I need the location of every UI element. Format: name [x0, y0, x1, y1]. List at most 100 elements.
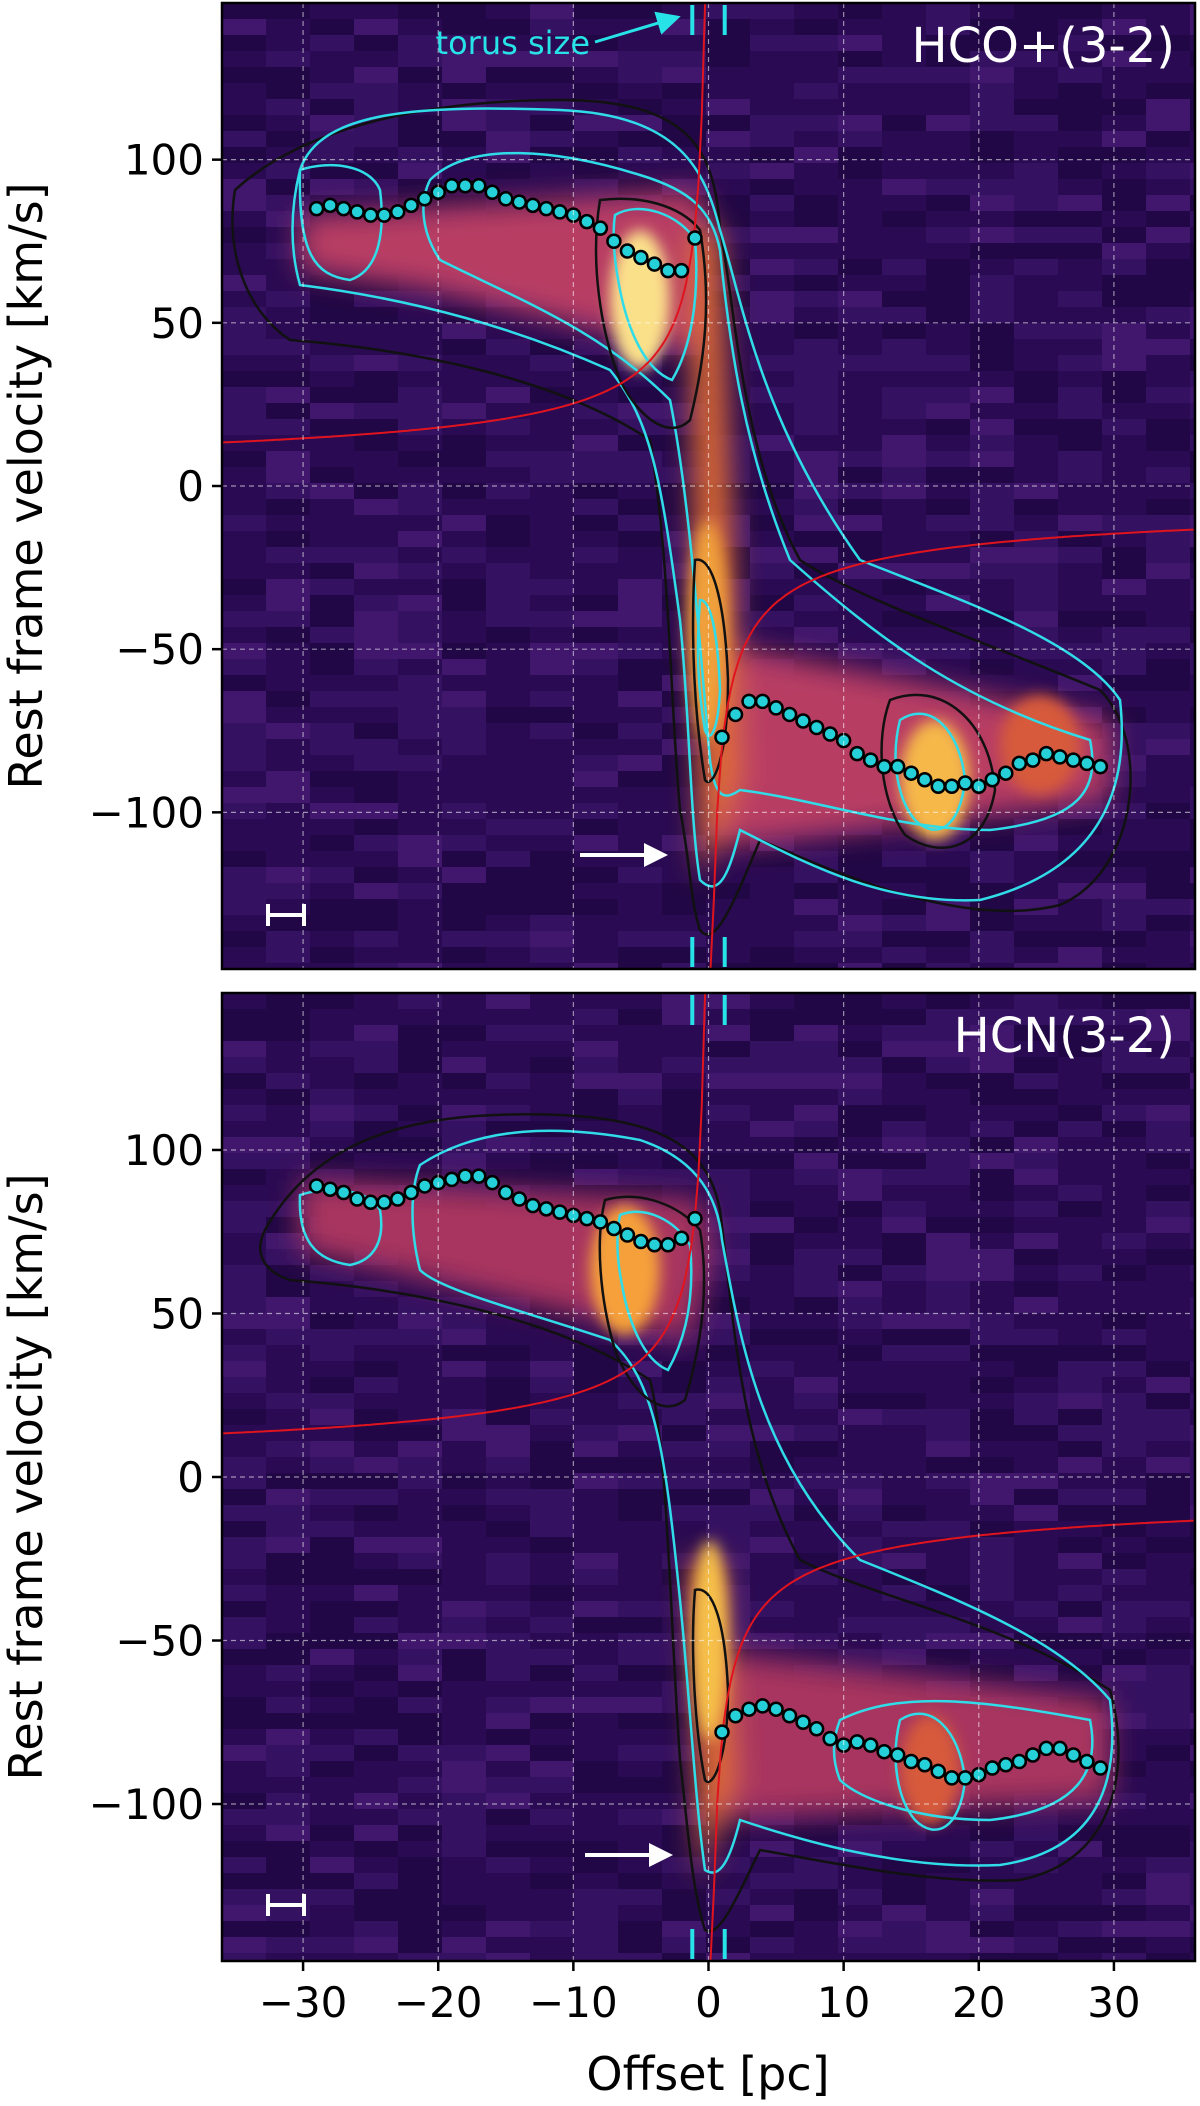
noise-cell — [310, 1889, 354, 1905]
data-point — [876, 758, 892, 775]
noise-cell — [266, 51, 310, 67]
noise-cell — [1014, 1425, 1058, 1441]
noise-cell — [354, 1121, 398, 1137]
noise-cell — [926, 307, 970, 323]
noise-cell — [794, 195, 838, 211]
noise-cell — [1058, 1537, 1102, 1553]
noise-cell — [530, 1585, 574, 1601]
noise-cell — [574, 163, 618, 179]
noise-cell — [310, 835, 354, 851]
noise-cell — [662, 1089, 706, 1105]
noise-cell — [926, 1233, 970, 1249]
noise-cell — [1146, 291, 1190, 307]
noise-cell — [750, 1073, 794, 1089]
noise-cell — [1014, 1153, 1058, 1169]
noise-cell — [1058, 1409, 1102, 1425]
noise-cell — [486, 115, 530, 131]
data-point — [457, 178, 473, 194]
noise-cell — [530, 1745, 574, 1761]
noise-cell — [750, 1025, 794, 1041]
noise-cell — [750, 1361, 794, 1377]
noise-cell — [794, 355, 838, 371]
noise-cell — [486, 483, 530, 499]
noise-cell — [1102, 1121, 1146, 1137]
data-point — [633, 249, 649, 266]
noise-cell — [1102, 915, 1146, 931]
noise-cell — [1146, 627, 1190, 643]
noise-cell — [310, 659, 354, 675]
noise-cell — [530, 1409, 574, 1425]
noise-cell — [398, 1313, 442, 1329]
noise-cell — [530, 723, 574, 739]
noise-cell — [442, 1345, 486, 1361]
noise-cell — [354, 771, 398, 787]
noise-cell — [354, 131, 398, 147]
noise-cell — [970, 1025, 1014, 1041]
noise-cell — [1014, 35, 1058, 51]
noise-cell — [838, 1265, 882, 1281]
data-point — [416, 1178, 433, 1194]
noise-cell — [970, 1329, 1014, 1345]
noise-cell — [310, 483, 354, 499]
noise-cell — [266, 595, 310, 611]
noise-cell — [970, 1153, 1014, 1169]
noise-cell — [1014, 579, 1058, 595]
noise-cell — [222, 1601, 266, 1617]
noise-cell — [794, 147, 838, 163]
noise-cell — [1190, 993, 1195, 1009]
noise-cell — [838, 51, 882, 67]
noise-cell — [530, 1361, 574, 1377]
noise-cell — [1190, 547, 1195, 563]
noise-cell — [706, 993, 750, 1009]
noise-cell — [750, 387, 794, 403]
noise-cell — [618, 1665, 662, 1681]
noise-cell — [794, 515, 838, 531]
noise-cell — [486, 993, 530, 1009]
noise-cell — [266, 1281, 310, 1297]
noise-cell — [1058, 947, 1102, 963]
noise-cell — [1190, 1905, 1195, 1921]
noise-cell — [574, 1921, 618, 1937]
data-point — [592, 220, 609, 236]
noise-cell — [354, 483, 398, 499]
data-point — [741, 693, 757, 710]
contour-inner-black — [598, 1195, 706, 1408]
noise-cell — [618, 419, 662, 435]
noise-cell — [574, 1457, 618, 1473]
noise-cell — [794, 531, 838, 547]
noise-cell — [574, 499, 618, 515]
noise-cell — [794, 1153, 838, 1169]
noise-cell — [750, 1905, 794, 1921]
noise-cell — [486, 1409, 530, 1425]
noise-cell — [486, 595, 530, 611]
noise-cell — [310, 1409, 354, 1425]
resolution-bar — [266, 1894, 306, 1916]
noise-cell — [398, 1025, 442, 1041]
data-point — [1079, 1753, 1095, 1770]
noise-cell — [1190, 99, 1195, 115]
noise-cell — [486, 1665, 530, 1681]
noise-cell — [706, 1073, 750, 1089]
noise-cell — [1014, 1073, 1058, 1089]
noise-cell — [222, 1713, 266, 1729]
noise-cell — [1146, 227, 1190, 243]
noise-cell — [1146, 131, 1190, 147]
noise-cell — [1102, 739, 1146, 755]
noise-cell — [442, 307, 486, 323]
noise-cell — [1058, 291, 1102, 307]
noise-cell — [1014, 163, 1058, 179]
noise-cell — [1190, 1617, 1195, 1633]
noise-cell — [970, 1073, 1014, 1089]
noise-cell — [926, 451, 970, 467]
noise-cell — [838, 1489, 882, 1505]
noise-cell — [1190, 1921, 1195, 1937]
data-point — [646, 256, 663, 272]
noise-cell — [354, 835, 398, 851]
noise-cell — [1190, 403, 1195, 419]
noise-cell — [794, 627, 838, 643]
emission-hotspots — [610, 230, 1080, 840]
noise-cell — [442, 1745, 486, 1761]
data-point — [903, 765, 919, 781]
noise-cell — [882, 1825, 926, 1841]
noise-cell — [574, 1617, 618, 1633]
